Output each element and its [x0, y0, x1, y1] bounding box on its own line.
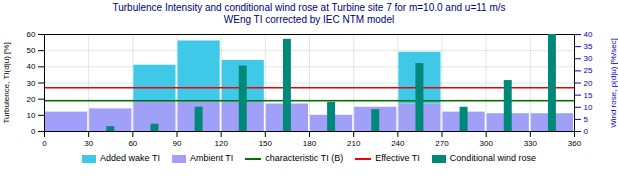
svg-text:330: 330 — [524, 139, 538, 148]
svg-text:Wind rose, p(d|u) [%/sec]: Wind rose, p(d|u) [%/sec] — [609, 38, 618, 128]
svg-text:270: 270 — [435, 139, 449, 148]
svg-text:10: 10 — [27, 111, 36, 120]
html-text:Ambient TI: Ambient TI — [189, 153, 234, 163]
html-text:Conditional wind rose: Conditional wind rose — [449, 153, 536, 163]
svg-text:50: 50 — [27, 46, 36, 55]
svg-text:25: 25 — [584, 66, 593, 75]
svg-text:40: 40 — [27, 62, 36, 71]
svg-text:10: 10 — [584, 103, 593, 112]
html-text:characteristic TI (B): characteristic TI (B) — [265, 153, 344, 163]
html-text:WEng TI corrected by IEC NTM m: WEng TI corrected by IEC NTM model — [223, 14, 395, 25]
svg-text:240: 240 — [391, 139, 405, 148]
html-text:Turbulence Intensity and condi: Turbulence Intensity and conditional win… — [112, 2, 506, 13]
svg-text:150: 150 — [259, 139, 273, 148]
svg-text:30: 30 — [27, 79, 36, 88]
svg-text:60: 60 — [27, 30, 36, 39]
svg-text:0: 0 — [42, 139, 47, 148]
svg-text:180: 180 — [303, 139, 317, 148]
svg-text:20: 20 — [584, 79, 593, 88]
svg-text:5: 5 — [584, 115, 589, 124]
svg-text:Turbulence, TI(d|u) [%]: Turbulence, TI(d|u) [%] — [2, 42, 11, 123]
svg-text:0: 0 — [584, 127, 589, 136]
svg-text:120: 120 — [214, 139, 228, 148]
svg-text:30: 30 — [584, 54, 593, 63]
svg-text:15: 15 — [584, 91, 593, 100]
svg-text:30: 30 — [84, 139, 93, 148]
svg-text:210: 210 — [347, 139, 361, 148]
html-text:Effective TI: Effective TI — [375, 153, 420, 163]
svg-text:90: 90 — [173, 139, 182, 148]
svg-text:360: 360 — [568, 139, 582, 148]
svg-text:300: 300 — [479, 139, 493, 148]
svg-text:60: 60 — [128, 139, 137, 148]
svg-text:40: 40 — [584, 30, 593, 39]
svg-text:35: 35 — [584, 42, 593, 51]
html-text:Added wake TI: Added wake TI — [100, 153, 160, 163]
svg-text:0: 0 — [31, 127, 36, 136]
svg-text:20: 20 — [27, 95, 36, 104]
